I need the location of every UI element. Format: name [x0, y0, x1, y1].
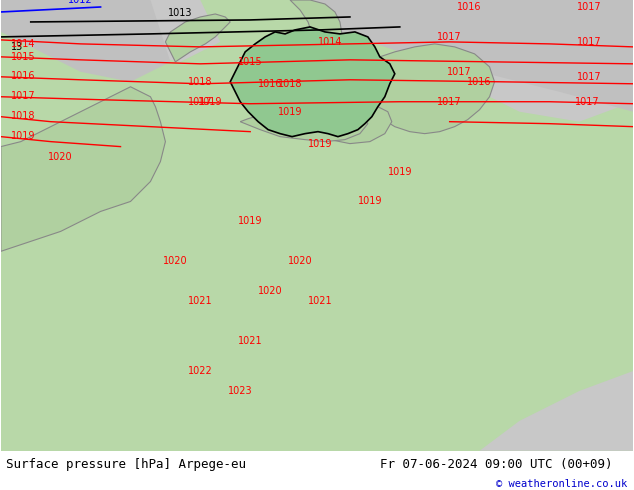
- Text: 1019: 1019: [387, 167, 412, 176]
- Polygon shape: [372, 44, 495, 134]
- Polygon shape: [290, 0, 342, 47]
- Text: 1020: 1020: [48, 151, 73, 162]
- Text: 1018: 1018: [278, 79, 302, 89]
- Polygon shape: [165, 14, 230, 62]
- Text: 1017: 1017: [188, 97, 212, 107]
- Text: 1021: 1021: [238, 336, 262, 346]
- Text: 1019: 1019: [238, 217, 262, 226]
- Text: 1017: 1017: [577, 72, 602, 82]
- Text: 1019: 1019: [307, 139, 332, 148]
- Polygon shape: [230, 27, 395, 137]
- Text: 1015: 1015: [11, 52, 36, 62]
- Text: 1020: 1020: [258, 286, 282, 296]
- Text: 1018: 1018: [11, 111, 36, 121]
- Text: 1015: 1015: [238, 57, 262, 67]
- Text: 1016: 1016: [457, 2, 482, 12]
- Text: 1022: 1022: [188, 366, 212, 376]
- Text: 1021: 1021: [307, 296, 332, 306]
- Text: Surface pressure [hPa] Arpege-eu: Surface pressure [hPa] Arpege-eu: [6, 458, 247, 471]
- Polygon shape: [370, 0, 633, 122]
- Text: 1019: 1019: [278, 107, 302, 117]
- Text: 1017: 1017: [577, 37, 602, 47]
- Text: 1021: 1021: [188, 296, 212, 306]
- Text: 1017: 1017: [437, 32, 462, 42]
- Text: 1017: 1017: [574, 97, 599, 107]
- Text: 1016: 1016: [258, 79, 282, 89]
- Polygon shape: [240, 112, 368, 142]
- Text: 1013: 1013: [168, 8, 193, 18]
- Text: 1017: 1017: [577, 2, 602, 12]
- Text: 1018: 1018: [188, 77, 212, 87]
- Text: 1017: 1017: [437, 97, 462, 107]
- Polygon shape: [1, 87, 165, 251]
- Text: 1020: 1020: [288, 256, 313, 266]
- Text: 13: 13: [11, 42, 23, 52]
- Text: 1014: 1014: [11, 39, 36, 49]
- Text: Fr 07-06-2024 09:00 UTC (00+09): Fr 07-06-2024 09:00 UTC (00+09): [380, 458, 613, 471]
- Polygon shape: [305, 107, 392, 144]
- Text: 1016: 1016: [11, 71, 36, 81]
- Text: © weatheronline.co.uk: © weatheronline.co.uk: [496, 479, 628, 489]
- Text: 1019: 1019: [11, 131, 36, 141]
- Text: 1019: 1019: [358, 196, 382, 206]
- Text: 1019: 1019: [198, 97, 223, 107]
- Text: 1020: 1020: [163, 256, 188, 266]
- Text: 1023: 1023: [228, 386, 252, 396]
- Text: 1017: 1017: [11, 91, 36, 101]
- Polygon shape: [479, 371, 633, 451]
- Text: 1014: 1014: [318, 37, 342, 47]
- Text: 1016: 1016: [467, 77, 492, 87]
- Polygon shape: [300, 0, 633, 112]
- Text: 1012: 1012: [68, 0, 93, 5]
- Polygon shape: [1, 0, 171, 82]
- Polygon shape: [131, 0, 220, 62]
- Text: 1017: 1017: [448, 67, 472, 77]
